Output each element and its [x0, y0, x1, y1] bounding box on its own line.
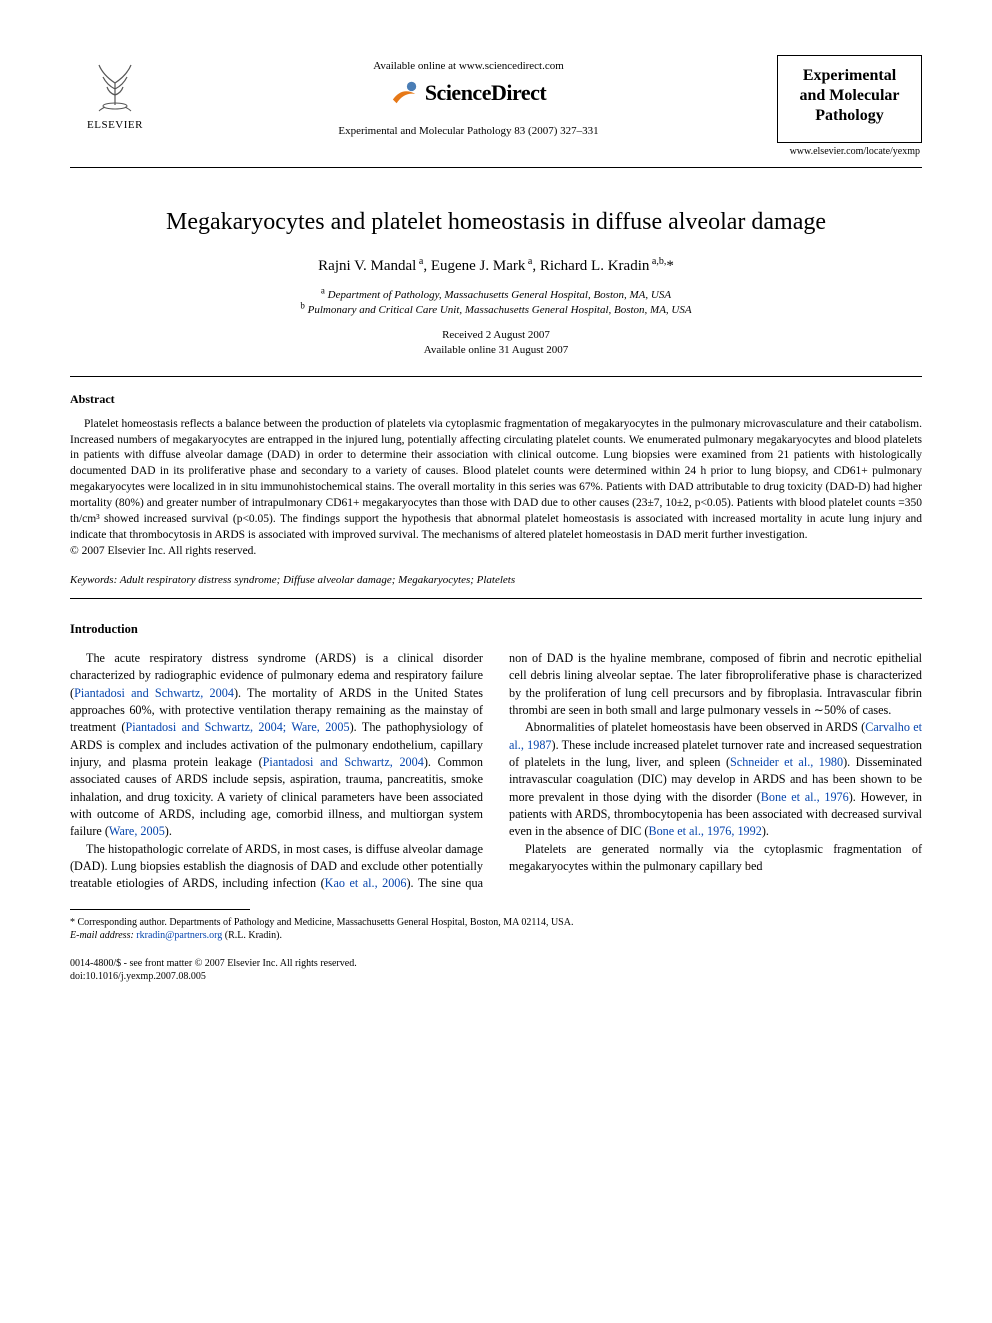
author-1: Rajni V. Mandal — [318, 258, 416, 274]
abstract-text: Platelet homeostasis reflects a balance … — [70, 418, 922, 541]
corresponding-star: * — [666, 258, 674, 274]
header-rule — [70, 167, 922, 168]
publisher-block: ELSEVIER — [70, 55, 160, 133]
body-two-column: The acute respiratory distress syndrome … — [70, 650, 922, 893]
journal-box-wrap: Experimental and Molecular Pathology www… — [777, 55, 922, 159]
ref-link[interactable]: Bone et al., 1976, 1992 — [648, 824, 761, 838]
intro-p3: Abnormalities of platelet homeostasis ha… — [509, 719, 922, 840]
email-line: E-mail address: rkradin@partners.org (R.… — [70, 929, 922, 943]
doi-line: doi:10.1016/j.yexmp.2007.08.005 — [70, 970, 922, 983]
journal-box-title: Experimental and Molecular Pathology — [788, 66, 911, 126]
sciencedirect-swoosh-icon — [391, 79, 419, 107]
affil-a: a Department of Pathology, Massachusetts… — [70, 288, 922, 303]
introduction-heading: Introduction — [70, 621, 922, 638]
center-header: Available online at www.sciencedirect.co… — [160, 55, 777, 138]
issn-copyright: 0014-4800/$ - see front matter © 2007 El… — [70, 957, 922, 970]
journal-title-box: Experimental and Molecular Pathology — [777, 55, 922, 143]
authors-line: Rajni V. Mandal a, Eugene J. Mark a, Ric… — [70, 256, 922, 276]
elsevier-logo-icon — [85, 55, 145, 115]
ref-link[interactable]: Schneider et al., 1980 — [730, 755, 843, 769]
author-1-affil: a — [416, 256, 423, 267]
abstract-top-rule — [70, 376, 922, 377]
footnote-rule — [70, 909, 250, 916]
affiliations: a Department of Pathology, Massachusetts… — [70, 288, 922, 318]
sciencedirect-name: ScienceDirect — [425, 78, 546, 108]
ref-link[interactable]: Piantadosi and Schwartz, 2004; Ware, 200… — [125, 720, 349, 734]
abstract-body: Platelet homeostasis reflects a balance … — [70, 417, 922, 560]
abstract-copyright: © 2007 Elsevier Inc. All rights reserved… — [70, 545, 256, 557]
corresponding-author-note: * Corresponding author. Departments of P… — [70, 916, 922, 930]
affil-b-text: Pulmonary and Critical Care Unit, Massac… — [308, 304, 692, 316]
abstract-heading: Abstract — [70, 391, 922, 407]
intro-p4: Platelets are generated normally via the… — [509, 841, 922, 876]
email-label: E-mail address: — [70, 930, 134, 941]
ref-link[interactable]: Bone et al., 1976 — [761, 790, 849, 804]
author-2-affil: a — [525, 256, 532, 267]
received-date: Received 2 August 2007 — [70, 328, 922, 343]
article-title: Megakaryocytes and platelet homeostasis … — [70, 206, 922, 238]
paper-page: ELSEVIER Available online at www.science… — [0, 0, 992, 1023]
keywords-label: Keywords: — [70, 574, 117, 586]
ref-link[interactable]: Piantadosi and Schwartz, 2004 — [74, 686, 234, 700]
affil-b: b Pulmonary and Critical Care Unit, Mass… — [70, 303, 922, 318]
journal-reference: Experimental and Molecular Pathology 83 … — [160, 124, 777, 139]
ref-link[interactable]: Ware, 2005 — [109, 824, 165, 838]
abstract-bottom-rule — [70, 598, 922, 599]
publisher-name: ELSEVIER — [87, 118, 143, 133]
front-matter-meta: 0014-4800/$ - see front matter © 2007 El… — [70, 957, 922, 983]
keywords-line: Keywords: Adult respiratory distress syn… — [70, 573, 922, 588]
article-dates: Received 2 August 2007 Available online … — [70, 328, 922, 358]
intro-p1: The acute respiratory distress syndrome … — [70, 650, 483, 841]
p3-end: ). — [762, 824, 769, 838]
p3-pre: Abnormalities of platelet homeostasis ha… — [525, 720, 865, 734]
author-2: Eugene J. Mark — [431, 258, 526, 274]
author-email-link[interactable]: rkradin@partners.org — [136, 930, 222, 941]
email-owner: (R.L. Kradin). — [225, 930, 282, 941]
online-date: Available online 31 August 2007 — [70, 343, 922, 358]
sciencedirect-logo: ScienceDirect — [391, 78, 546, 108]
journal-url: www.elsevier.com/locate/yexmp — [777, 145, 922, 159]
ref-link[interactable]: Kao et al., 2006 — [325, 876, 407, 890]
p1-end: ). — [165, 824, 172, 838]
available-online-text: Available online at www.sciencedirect.co… — [160, 59, 777, 74]
keywords-text: Adult respiratory distress syndrome; Dif… — [120, 574, 515, 586]
author-3-affil: a,b, — [649, 256, 666, 267]
header-row: ELSEVIER Available online at www.science… — [70, 55, 922, 159]
affil-a-text: Department of Pathology, Massachusetts G… — [328, 289, 671, 301]
author-3: Richard L. Kradin — [540, 258, 650, 274]
ref-link[interactable]: Piantadosi and Schwartz, 2004 — [263, 755, 424, 769]
